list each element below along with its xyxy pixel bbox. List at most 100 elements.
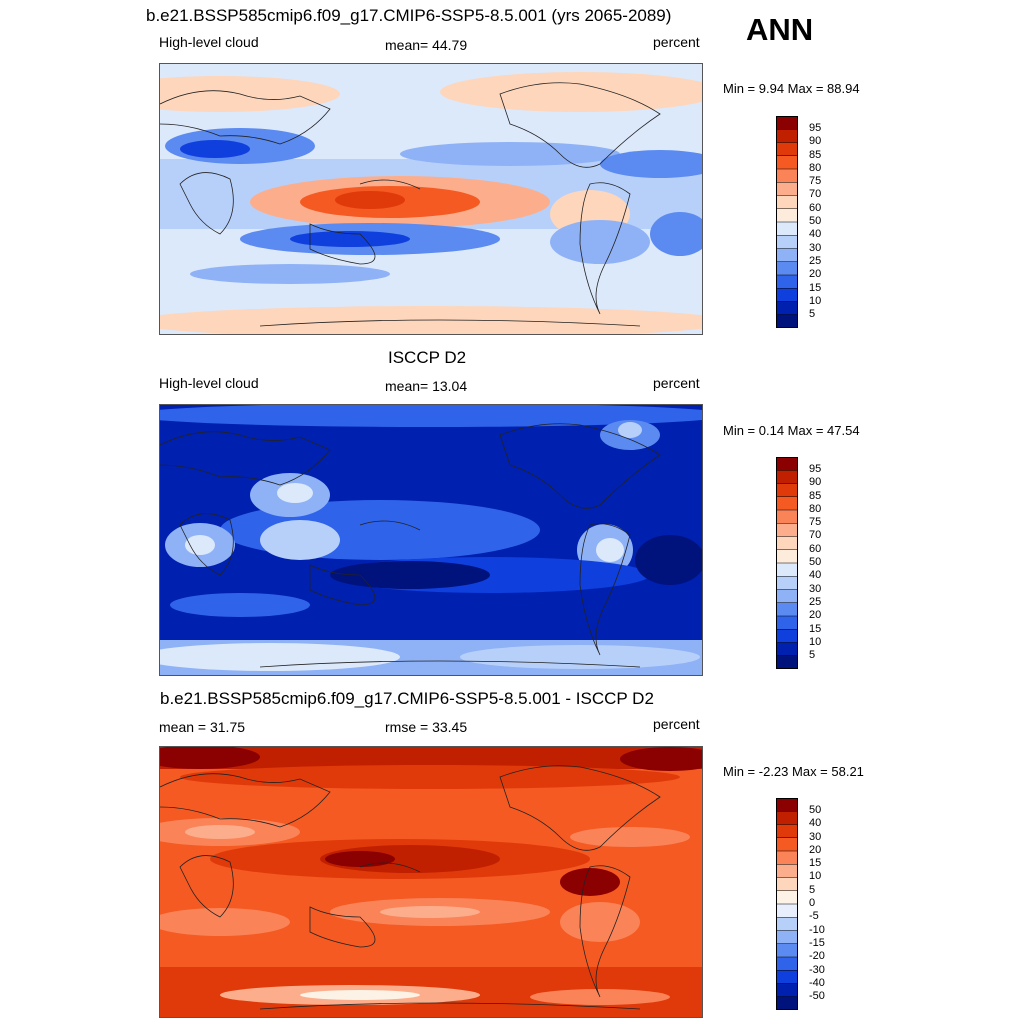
- colorbar-swatch: [776, 655, 798, 669]
- cbar-label: 5: [809, 649, 816, 661]
- colorbar-swatch: [776, 222, 798, 236]
- cbar-label: 30: [809, 583, 822, 595]
- panel-1-variable-label: High-level cloud: [159, 34, 259, 50]
- panel-1-colorbar: [776, 116, 798, 328]
- panel-2-units-label: percent: [653, 375, 700, 391]
- cloud-blob: [160, 643, 400, 671]
- colorbar-swatch: [776, 629, 798, 643]
- cloud-blob: [160, 908, 290, 936]
- panel-2-map: [159, 404, 703, 676]
- colorbar-swatch: [776, 589, 798, 604]
- cbar-label: 85: [809, 490, 822, 502]
- colorbar-swatch: [776, 837, 798, 852]
- colorbar-swatch: [776, 116, 798, 130]
- cloud-blob: [335, 191, 405, 209]
- colorbar-swatch: [776, 483, 798, 498]
- cloud-blob: [170, 593, 310, 617]
- cbar-label: 90: [809, 135, 822, 147]
- colorbar-swatch: [776, 275, 798, 289]
- panel-2-colorbar: [776, 457, 798, 669]
- cbar-label: -40: [809, 977, 825, 989]
- cbar-label: 10: [809, 636, 822, 648]
- colorbar-swatch: [776, 510, 798, 524]
- cbar-label: 90: [809, 476, 822, 488]
- panel-2-variable-label: High-level cloud: [159, 375, 259, 391]
- colorbar-swatch: [776, 301, 798, 316]
- cbar-label: -10: [809, 924, 825, 936]
- panel-3-mean-label: mean = 31.75: [159, 719, 246, 735]
- cbar-label: 60: [809, 202, 822, 214]
- colorbar-swatch: [776, 983, 798, 998]
- cloud-blob: [600, 150, 702, 178]
- colorbar-swatch: [776, 943, 798, 958]
- cloud-blob: [185, 825, 255, 839]
- panel-3-units-label: percent: [653, 716, 700, 732]
- panel-2-title: ISCCP D2: [388, 348, 467, 367]
- colorbar-swatch: [776, 563, 798, 577]
- cloud-blob: [160, 747, 260, 769]
- cloud-blob: [635, 535, 702, 585]
- panel-2-mean-label: mean= 13.04: [385, 378, 468, 394]
- cbar-label: 25: [809, 255, 822, 267]
- panel-3-rmse-label: rmse = 33.45: [385, 719, 468, 735]
- panel-3-title: b.e21.BSSP585cmip6.f09_g17.CMIP6-SSP5-8.…: [160, 689, 654, 708]
- colorbar-swatch: [776, 930, 798, 945]
- colorbar-swatch: [776, 864, 798, 878]
- cbar-label: 85: [809, 149, 822, 161]
- colorbar-swatch: [776, 457, 798, 471]
- cbar-label: 50: [809, 804, 822, 816]
- cbar-label: 5: [809, 308, 816, 320]
- colorbar-swatch: [776, 642, 798, 657]
- cbar-label: 40: [809, 817, 822, 829]
- colorbar-swatch: [776, 798, 798, 812]
- coastlines: [160, 82, 661, 327]
- cbar-label: 30: [809, 831, 822, 843]
- colorbar-swatch: [776, 129, 798, 143]
- colorbar-swatch: [776, 811, 798, 825]
- cbar-label: 15: [809, 857, 822, 869]
- cloud-blob: [260, 520, 340, 560]
- colorbar-swatch: [776, 536, 798, 551]
- colorbar-swatch: [776, 314, 798, 328]
- cloud-blob: [620, 747, 702, 771]
- cbar-label: 30: [809, 242, 822, 254]
- cbar-label: 0: [809, 897, 816, 909]
- cbar-label: 25: [809, 596, 822, 608]
- colorbar-swatch: [776, 890, 798, 905]
- panel-1-mean-label: mean= 44.79: [385, 37, 468, 53]
- cloud-blob: [185, 535, 215, 555]
- colorbar-swatch: [776, 496, 798, 511]
- cloud-blob: [570, 827, 690, 847]
- cbar-label: 5: [809, 884, 816, 896]
- colorbar-swatch: [776, 996, 798, 1010]
- panel-1-map: [159, 63, 703, 335]
- cloud-blob: [560, 868, 620, 896]
- colorbar-swatch: [776, 917, 798, 931]
- colorbar-swatch: [776, 602, 798, 617]
- cbar-label: 70: [809, 529, 822, 541]
- colorbar-swatch: [776, 155, 798, 170]
- colorbar-swatch: [776, 169, 798, 183]
- cbar-label: 15: [809, 282, 822, 294]
- cloud-blob: [180, 765, 680, 789]
- cloud-blob: [618, 422, 642, 438]
- colorbar-swatch: [776, 208, 798, 223]
- cbar-label: 20: [809, 844, 822, 856]
- cbar-label: 75: [809, 175, 822, 187]
- panel-1-minmax: Min = 9.94 Max = 88.94: [723, 81, 860, 96]
- cloud-blob: [190, 264, 390, 284]
- cloud-blob: [650, 212, 702, 256]
- colorbar-swatch: [776, 576, 798, 590]
- cloud-blob: [400, 142, 620, 166]
- cbar-label: 80: [809, 162, 822, 174]
- cloud-blob: [325, 851, 395, 867]
- cloud-blob: [160, 76, 340, 112]
- colorbar-swatch: [776, 523, 798, 537]
- colorbar-swatch: [776, 824, 798, 839]
- colorbar-swatch: [776, 195, 798, 210]
- cbar-label: 10: [809, 870, 822, 882]
- colorbar-swatch: [776, 261, 798, 276]
- cbar-label: 10: [809, 295, 822, 307]
- colorbar-swatch: [776, 957, 798, 971]
- cloud-blob: [440, 72, 702, 112]
